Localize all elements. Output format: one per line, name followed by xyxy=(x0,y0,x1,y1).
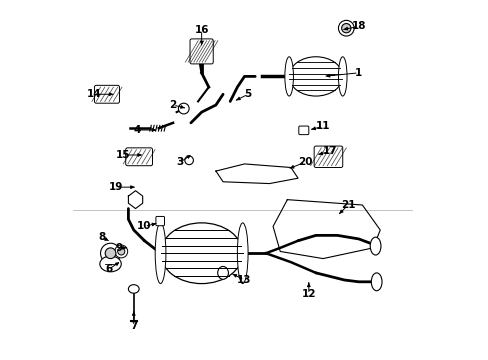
Text: 6: 6 xyxy=(105,264,112,274)
Text: 5: 5 xyxy=(244,89,251,99)
Text: 7: 7 xyxy=(130,321,137,332)
Text: 15: 15 xyxy=(116,150,130,160)
Text: 1: 1 xyxy=(354,68,362,78)
FancyBboxPatch shape xyxy=(298,126,308,135)
Ellipse shape xyxy=(178,103,189,114)
Ellipse shape xyxy=(237,223,247,284)
Text: 11: 11 xyxy=(315,121,330,131)
Text: 4: 4 xyxy=(133,125,141,135)
Circle shape xyxy=(341,23,350,33)
Circle shape xyxy=(338,20,353,36)
Circle shape xyxy=(115,245,127,258)
FancyBboxPatch shape xyxy=(190,39,213,64)
Text: 8: 8 xyxy=(98,232,105,242)
Text: 17: 17 xyxy=(322,147,337,157)
Ellipse shape xyxy=(338,57,346,96)
Text: 20: 20 xyxy=(297,157,312,167)
Ellipse shape xyxy=(128,285,139,293)
Text: 16: 16 xyxy=(194,25,208,35)
Text: 19: 19 xyxy=(108,182,123,192)
Polygon shape xyxy=(128,191,142,208)
Ellipse shape xyxy=(160,223,242,284)
Polygon shape xyxy=(272,200,380,258)
Ellipse shape xyxy=(288,57,342,96)
Text: 14: 14 xyxy=(87,89,102,99)
Ellipse shape xyxy=(184,156,193,165)
Text: 10: 10 xyxy=(137,221,151,231)
Text: 12: 12 xyxy=(301,289,315,299)
Ellipse shape xyxy=(155,223,165,284)
Text: 21: 21 xyxy=(340,200,355,210)
Text: 2: 2 xyxy=(169,100,176,110)
Ellipse shape xyxy=(100,256,121,272)
FancyBboxPatch shape xyxy=(125,148,152,166)
FancyBboxPatch shape xyxy=(156,216,164,226)
Polygon shape xyxy=(216,164,298,184)
Text: 9: 9 xyxy=(116,243,123,253)
FancyBboxPatch shape xyxy=(313,146,342,167)
Text: 18: 18 xyxy=(351,21,366,31)
Circle shape xyxy=(118,248,124,255)
Ellipse shape xyxy=(370,273,381,291)
Ellipse shape xyxy=(217,266,228,279)
Circle shape xyxy=(101,243,121,263)
Circle shape xyxy=(105,248,116,258)
Ellipse shape xyxy=(285,57,293,96)
Text: 13: 13 xyxy=(237,275,251,285)
Text: 3: 3 xyxy=(176,157,183,167)
FancyBboxPatch shape xyxy=(94,85,119,103)
Ellipse shape xyxy=(369,237,380,255)
